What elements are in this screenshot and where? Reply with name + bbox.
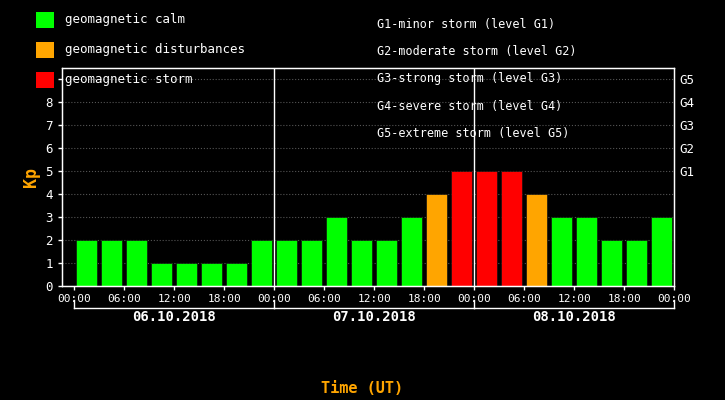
Bar	[351, 240, 373, 286]
Bar	[651, 217, 672, 286]
Bar	[201, 263, 223, 286]
Bar	[426, 194, 447, 286]
Text: 07.10.2018: 07.10.2018	[332, 310, 416, 324]
Text: G3-strong storm (level G3): G3-strong storm (level G3)	[377, 72, 563, 86]
Bar	[376, 240, 397, 286]
Bar	[276, 240, 297, 286]
Bar	[501, 171, 522, 286]
Text: geomagnetic storm: geomagnetic storm	[65, 74, 193, 86]
Bar	[576, 217, 597, 286]
Bar	[326, 217, 347, 286]
Text: G5-extreme storm (level G5): G5-extreme storm (level G5)	[377, 127, 569, 140]
Text: geomagnetic disturbances: geomagnetic disturbances	[65, 44, 245, 56]
Text: 06.10.2018: 06.10.2018	[132, 310, 216, 324]
Bar	[126, 240, 147, 286]
Bar	[601, 240, 622, 286]
Bar	[476, 171, 497, 286]
Text: geomagnetic calm: geomagnetic calm	[65, 14, 186, 26]
Bar	[101, 240, 123, 286]
Text: 08.10.2018: 08.10.2018	[532, 310, 616, 324]
Bar	[526, 194, 547, 286]
Bar	[551, 217, 572, 286]
Text: G4-severe storm (level G4): G4-severe storm (level G4)	[377, 100, 563, 113]
Bar	[226, 263, 247, 286]
Bar	[626, 240, 647, 286]
Bar	[401, 217, 423, 286]
Y-axis label: Kp: Kp	[22, 167, 40, 187]
Bar	[451, 171, 472, 286]
Bar	[251, 240, 273, 286]
Text: Time (UT): Time (UT)	[321, 381, 404, 396]
Bar	[301, 240, 323, 286]
Bar	[76, 240, 97, 286]
Bar	[151, 263, 173, 286]
Bar	[176, 263, 197, 286]
Text: G2-moderate storm (level G2): G2-moderate storm (level G2)	[377, 45, 576, 58]
Text: G1-minor storm (level G1): G1-minor storm (level G1)	[377, 18, 555, 31]
